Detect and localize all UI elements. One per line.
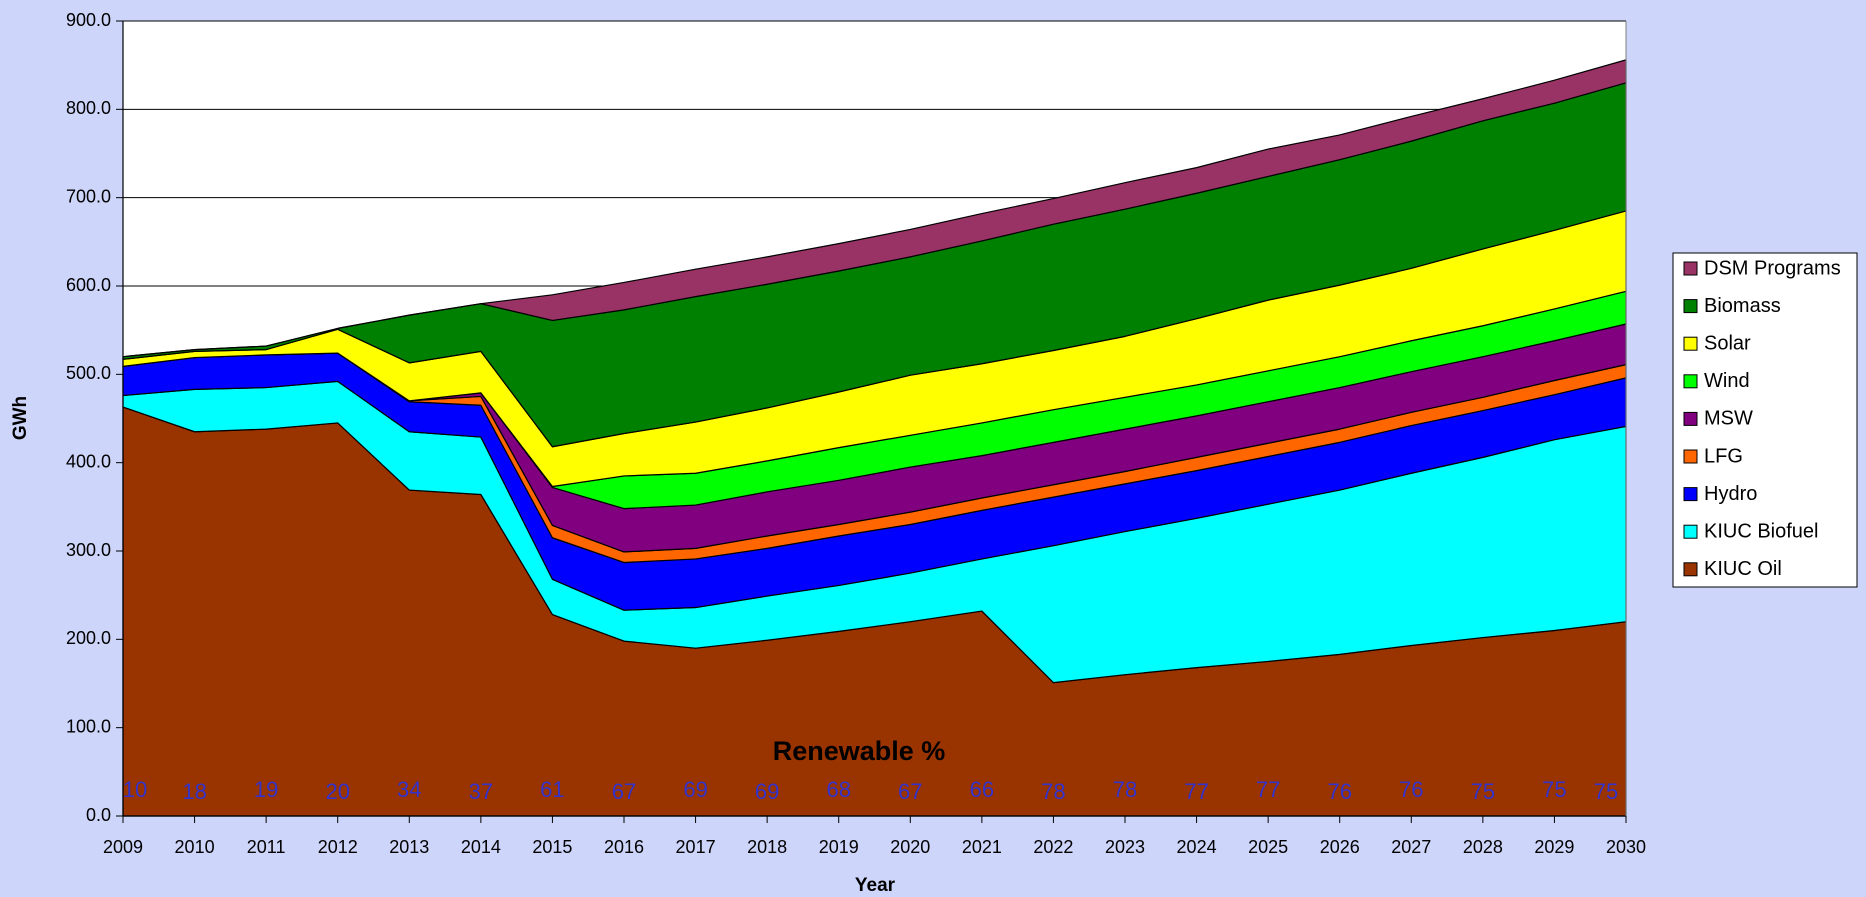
x-tick-label: 2013 bbox=[389, 837, 429, 857]
y-tick-label: 900.0 bbox=[66, 10, 111, 30]
legend-label: MSW bbox=[1704, 408, 1753, 430]
x-tick-label: 2020 bbox=[890, 837, 930, 857]
renewable-label: 34 bbox=[397, 777, 421, 802]
renewable-label: 78 bbox=[1041, 779, 1065, 804]
x-tick-label: 2029 bbox=[1534, 837, 1574, 857]
x-tick-label: 2010 bbox=[175, 837, 215, 857]
legend bbox=[1672, 252, 1858, 588]
legend-swatch bbox=[1683, 374, 1698, 389]
renewable-label: 68 bbox=[826, 777, 850, 802]
x-tick-label: 2009 bbox=[103, 837, 143, 857]
renewable-label: 77 bbox=[1256, 777, 1280, 802]
legend-label: Solar bbox=[1704, 332, 1751, 354]
renewable-label: 75 bbox=[1542, 777, 1566, 802]
renewable-label: 37 bbox=[469, 779, 493, 804]
x-tick-label: 2026 bbox=[1320, 837, 1360, 857]
renewable-label: 75 bbox=[1594, 779, 1618, 804]
renewable-label: 67 bbox=[612, 779, 636, 804]
legend-label: Wind bbox=[1704, 370, 1750, 392]
x-tick-label: 2030 bbox=[1606, 837, 1646, 857]
x-tick-label: 2028 bbox=[1463, 837, 1503, 857]
renewable-label: 76 bbox=[1327, 779, 1351, 804]
renewable-label: 69 bbox=[683, 777, 707, 802]
y-tick-label: 600.0 bbox=[66, 275, 111, 295]
x-tick-label: 2011 bbox=[247, 837, 286, 857]
legend-swatch bbox=[1683, 562, 1698, 577]
legend-label: Hydro bbox=[1704, 483, 1757, 505]
legend-label: KIUC Oil bbox=[1704, 558, 1782, 580]
y-tick-label: 0.0 bbox=[86, 805, 111, 825]
x-tick-label: 2017 bbox=[676, 837, 716, 857]
renewable-label: 76 bbox=[1399, 777, 1423, 802]
renewable-label: 66 bbox=[970, 777, 994, 802]
renewable-label: 78 bbox=[1113, 777, 1137, 802]
x-tick-label: 2024 bbox=[1177, 837, 1217, 857]
x-tick-label: 2021 bbox=[962, 837, 1002, 857]
legend-label: LFG bbox=[1704, 445, 1743, 467]
y-tick-label: 400.0 bbox=[66, 451, 111, 471]
renewable-label: 18 bbox=[182, 779, 206, 804]
y-tick-label: 300.0 bbox=[66, 540, 111, 560]
renewable-label: 67 bbox=[898, 779, 922, 804]
legend-label: Biomass bbox=[1704, 295, 1781, 317]
legend-label: DSM Programs bbox=[1704, 257, 1841, 279]
x-tick-label: 2012 bbox=[318, 837, 358, 857]
x-tick-label: 2015 bbox=[532, 837, 572, 857]
legend-swatch bbox=[1683, 411, 1698, 426]
renewable-label: 75 bbox=[1471, 779, 1495, 804]
renewable-label: 61 bbox=[540, 777, 564, 802]
x-tick-label: 2019 bbox=[819, 837, 859, 857]
annotation-title: Renewable % bbox=[773, 736, 946, 766]
x-tick-label: 2022 bbox=[1033, 837, 1073, 857]
renewable-label: 19 bbox=[254, 777, 278, 802]
y-tick-label: 800.0 bbox=[66, 98, 111, 118]
x-tick-label: 2023 bbox=[1105, 837, 1145, 857]
legend-swatch bbox=[1683, 524, 1698, 539]
x-axis-label: Year bbox=[855, 875, 896, 896]
y-tick-label: 200.0 bbox=[66, 628, 111, 648]
x-tick-label: 2025 bbox=[1248, 837, 1288, 857]
x-tick-label: 2014 bbox=[461, 837, 501, 857]
x-tick-label: 2018 bbox=[747, 837, 787, 857]
legend-swatch bbox=[1683, 487, 1698, 502]
y-tick-label: 100.0 bbox=[66, 716, 111, 736]
renewable-label: 77 bbox=[1184, 779, 1208, 804]
renewable-label: 69 bbox=[755, 779, 779, 804]
renewable-label: 10 bbox=[123, 777, 147, 802]
y-tick-label: 700.0 bbox=[66, 186, 111, 206]
legend-label: KIUC Biofuel bbox=[1704, 520, 1819, 542]
x-tick-label: 2027 bbox=[1391, 837, 1431, 857]
legend-swatch bbox=[1683, 299, 1698, 314]
y-axis-label: GWh bbox=[10, 396, 31, 440]
legend-swatch bbox=[1683, 449, 1698, 464]
renewable-label: 20 bbox=[325, 779, 349, 804]
legend-swatch bbox=[1683, 261, 1698, 276]
x-tick-label: 2016 bbox=[604, 837, 644, 857]
legend-swatch bbox=[1683, 336, 1698, 351]
y-tick-label: 500.0 bbox=[66, 363, 111, 383]
